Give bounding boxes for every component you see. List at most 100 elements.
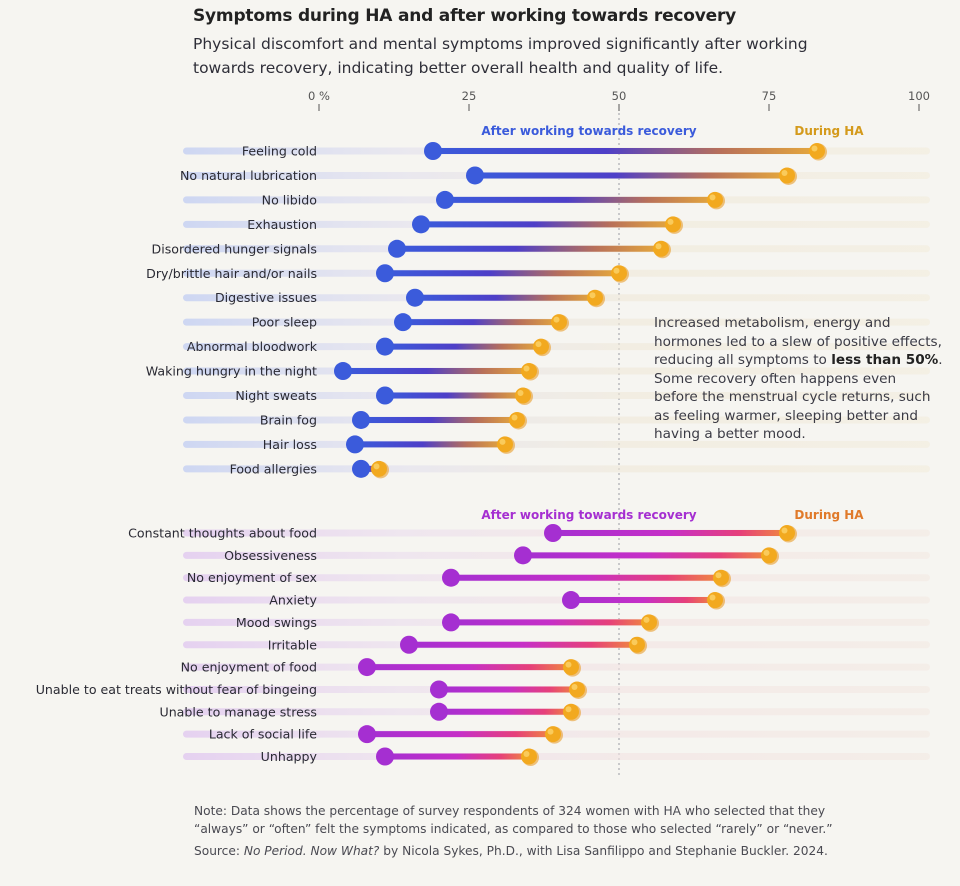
source-book-title: No Period. Now What?	[243, 844, 380, 858]
category-label: Night sweats	[235, 388, 317, 403]
during-ha-marker	[779, 167, 797, 185]
range-bar	[451, 574, 721, 581]
annotation-text-pre: Increased metabolism, energy and hormone…	[654, 315, 942, 368]
category-label: Hair loss	[263, 437, 317, 452]
category-label: Unable to manage stress	[159, 704, 317, 719]
during-ha-marker	[587, 289, 605, 308]
after-recovery-marker	[424, 142, 442, 160]
after-recovery-marker	[352, 410, 370, 429]
during-ha-marker	[545, 726, 563, 744]
category-label: Brain fog	[260, 412, 317, 427]
after-recovery-marker	[376, 386, 394, 405]
category-label: No enjoyment of sex	[187, 570, 318, 585]
during-ha-marker	[653, 240, 671, 259]
range-bar	[397, 245, 661, 252]
during-ha-marker	[779, 525, 797, 543]
range-bar	[409, 641, 637, 648]
range-bar	[385, 392, 523, 399]
chart-title: Symptoms during HA and after working tow…	[193, 6, 737, 26]
after-recovery-marker	[334, 362, 352, 381]
axis-tick-label: 100	[908, 89, 930, 103]
panel-physical: After working towards recovery During HA F…	[146, 124, 930, 479]
during-ha-marker	[551, 314, 569, 332]
row-no-enjoyment-of-sex: No enjoyment of sex	[183, 568, 930, 588]
range-bar	[385, 343, 541, 350]
category-label: Constant thoughts about food	[128, 526, 317, 541]
annotation: Increased metabolism, energy and hormone…	[654, 314, 944, 444]
axis-tick-label: 0 %	[308, 89, 330, 103]
range-bar	[385, 270, 619, 277]
range-bar	[433, 148, 817, 154]
range-bar	[343, 368, 529, 375]
range-bar	[475, 172, 787, 179]
header-during-ha: During HA	[794, 508, 864, 522]
during-ha-marker	[809, 143, 827, 161]
row-night-sweats: Night sweats	[183, 386, 930, 405]
row-no-libido: No libido	[183, 190, 930, 210]
category-label: Food allergies	[230, 461, 317, 476]
category-label: Unhappy	[261, 749, 318, 764]
row-hair-loss: Hair loss	[183, 435, 930, 454]
row-abnormal-bloodwork: Abnormal bloodwork	[183, 337, 930, 357]
chart-subtitle: Physical discomfort and mental symptoms …	[193, 35, 808, 77]
during-ha-marker	[569, 681, 587, 699]
during-ha-marker	[707, 592, 725, 610]
range-bar	[439, 708, 571, 715]
row-no-natural-lubrication: No natural lubrication	[180, 166, 930, 185]
range-bar	[523, 552, 769, 559]
category-label: Obsessiveness	[224, 548, 317, 563]
during-ha-marker	[371, 460, 389, 479]
source-prefix: Source:	[194, 844, 244, 858]
chart-note: Note: Data shows the percentage of surve…	[194, 804, 833, 836]
row-disordered-hunger-signals: Disordered hunger signals	[152, 239, 930, 259]
category-label: Poor sleep	[252, 315, 317, 330]
range-bar	[367, 731, 553, 738]
after-recovery-marker	[376, 264, 394, 283]
row-dry-brittle-hair-and-or-nails: Dry/brittle hair and/or nails	[146, 264, 930, 283]
after-recovery-marker	[388, 239, 406, 258]
row-track	[183, 753, 930, 760]
during-ha-marker	[629, 636, 647, 655]
during-ha-marker	[497, 436, 515, 454]
after-recovery-marker	[562, 591, 580, 610]
after-recovery-marker	[400, 635, 418, 654]
category-label: Dry/brittle hair and/or nails	[146, 266, 317, 281]
range-bar	[451, 619, 649, 626]
source-rest: by Nicola Sykes, Ph.D., with Lisa Sanfil…	[379, 844, 828, 858]
during-ha-marker	[641, 614, 659, 632]
during-ha-marker	[665, 216, 683, 234]
after-recovery-marker	[376, 747, 394, 766]
header-after-recovery: After working towards recovery	[481, 124, 696, 138]
row-mood-swings: Mood swings	[183, 613, 930, 632]
category-label: Lack of social life	[209, 727, 317, 742]
row-irritable: Irritable	[183, 635, 930, 655]
during-ha-marker	[521, 748, 539, 766]
axis-tick-label: 50	[612, 89, 627, 103]
row-food-allergies: Food allergies	[183, 459, 930, 479]
after-recovery-marker	[544, 524, 562, 542]
category-label: No libido	[262, 192, 318, 207]
category-label: Irritable	[268, 637, 317, 652]
range-bar	[361, 416, 517, 423]
after-recovery-marker	[394, 313, 412, 332]
row-unable-to-eat-treats-without-fear-of-bingeing: Unable to eat treats without fear of bin…	[36, 680, 930, 699]
category-label: Abnormal bloodwork	[187, 339, 318, 354]
row-digestive-issues: Digestive issues	[183, 288, 930, 308]
after-recovery-marker	[514, 546, 532, 565]
during-ha-marker	[707, 191, 725, 210]
during-ha-marker	[533, 338, 551, 357]
category-label: Anxiety	[269, 593, 317, 608]
category-label: Feeling cold	[242, 144, 317, 159]
row-track	[183, 596, 930, 604]
during-ha-marker	[563, 703, 581, 722]
axis-tick-label: 25	[462, 89, 477, 103]
after-recovery-marker	[436, 190, 454, 209]
row-poor-sleep: Poor sleep	[183, 313, 930, 332]
row-exhaustion: Exhaustion	[183, 215, 930, 234]
category-label: Unable to eat treats without fear of bin…	[36, 682, 317, 697]
category-label: No enjoyment of food	[181, 660, 317, 675]
during-ha-marker	[761, 547, 779, 565]
range-bar	[445, 196, 715, 203]
row-feeling-cold: Feeling cold	[183, 142, 930, 161]
